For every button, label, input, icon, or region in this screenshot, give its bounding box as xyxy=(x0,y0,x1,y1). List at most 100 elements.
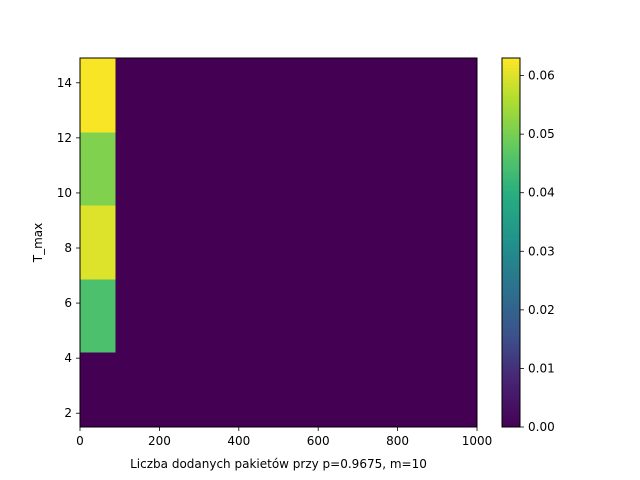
colorbar-segment xyxy=(502,131,520,136)
colorbar-tick-label: 0.00 xyxy=(528,420,555,434)
colorbar-segment xyxy=(502,199,520,204)
colorbar-segment xyxy=(502,331,520,336)
colorbar-tick-label: 0.05 xyxy=(528,127,555,141)
colorbar-segment xyxy=(502,168,520,173)
y-tick-label: 10 xyxy=(57,186,72,200)
colorbar-tick-label: 0.04 xyxy=(528,186,555,200)
colorbar-segment xyxy=(502,156,520,161)
colorbar-segment xyxy=(502,174,520,179)
colorbar-segment xyxy=(502,380,520,385)
colorbar-segment xyxy=(502,217,520,222)
colorbar-segment xyxy=(502,141,520,145)
colorbar-segment xyxy=(502,245,520,250)
colorbar-segment xyxy=(502,144,520,148)
colorbar-segment xyxy=(502,211,520,216)
colorbar-segment xyxy=(502,417,520,422)
colorbar-segment xyxy=(502,310,520,314)
colorbar-segment xyxy=(502,319,520,324)
colorbar-segment xyxy=(502,230,520,234)
colorbar-segment xyxy=(502,279,520,284)
heatmap-cell xyxy=(115,279,477,353)
colorbar-segment xyxy=(502,405,520,410)
x-axis-label: Liczba dodanych pakietów przy p=0.9675, … xyxy=(130,457,427,471)
colorbar-segment xyxy=(502,288,520,293)
y-tick-label: 2 xyxy=(64,406,72,420)
colorbar-segment xyxy=(502,122,520,127)
colorbar-segment xyxy=(502,239,520,244)
colorbar-segment xyxy=(502,64,520,68)
colorbar-segment xyxy=(502,128,520,133)
x-tick-label: 600 xyxy=(307,434,330,448)
colorbar-segment xyxy=(502,399,520,403)
colorbar-segment xyxy=(502,257,520,262)
colorbar-segment xyxy=(502,159,520,164)
colorbar-gradient xyxy=(502,58,520,428)
colorbar-segment xyxy=(502,97,520,102)
y-tick-label: 12 xyxy=(57,131,72,145)
colorbar-segment xyxy=(502,423,520,428)
y-axis-label: T_max xyxy=(31,223,45,263)
colorbar-segment xyxy=(502,411,520,416)
colorbar-segment xyxy=(502,374,520,379)
colorbar-segment xyxy=(502,233,520,237)
colorbar-tick-label: 0.03 xyxy=(528,244,555,258)
colorbar-segment xyxy=(502,254,520,259)
colorbar-segment xyxy=(502,107,520,111)
y-tick-label: 14 xyxy=(57,76,72,90)
colorbar-segment xyxy=(502,94,520,99)
colorbar-segment xyxy=(502,307,520,311)
colorbar-segment xyxy=(502,273,520,277)
colorbar-segment xyxy=(502,137,520,142)
y-tick-label: 4 xyxy=(64,351,72,365)
colorbar-segment xyxy=(502,322,520,327)
colorbar-segment xyxy=(502,420,520,425)
heatmap-cell xyxy=(80,352,116,427)
colorbar-segment xyxy=(502,134,520,139)
colorbar-segment xyxy=(502,116,520,121)
colorbar-segment xyxy=(502,181,520,185)
y-tick-label: 6 xyxy=(64,296,72,310)
heatmap-cells xyxy=(80,58,477,427)
colorbar-segment xyxy=(502,162,520,167)
heatmap-cell xyxy=(115,58,477,133)
colorbar-segment xyxy=(502,300,520,305)
colorbar-segment xyxy=(502,328,520,333)
colorbar-segment xyxy=(502,264,520,268)
plot-frame xyxy=(79,57,478,428)
colorbar-segment xyxy=(502,119,520,124)
colorbar-segment xyxy=(502,408,520,413)
colorbar-segment xyxy=(502,267,520,271)
colorbar-segment xyxy=(502,73,520,78)
colorbar-segment xyxy=(502,414,520,419)
colorbar-segment xyxy=(502,196,520,201)
colorbar-segment xyxy=(502,248,520,253)
colorbar-segment xyxy=(502,347,520,351)
colorbar-segment xyxy=(502,177,520,182)
colorbar-segment xyxy=(502,202,520,207)
colorbar-segment xyxy=(502,359,520,364)
heatmap-cell xyxy=(115,205,477,280)
heatmap-cell xyxy=(80,58,116,133)
colorbar-segment xyxy=(502,104,520,108)
colorbar-segment xyxy=(502,350,520,354)
colorbar-segment xyxy=(502,282,520,287)
colorbar-segment xyxy=(502,227,520,231)
colorbar-segment xyxy=(502,387,520,391)
colorbar-segment xyxy=(502,304,520,308)
colorbar-segment xyxy=(502,61,520,65)
colorbar-segment xyxy=(502,101,520,105)
x-tick-label: 400 xyxy=(227,434,250,448)
colorbar-frame xyxy=(501,57,521,428)
colorbar-segment xyxy=(502,402,520,407)
colorbar-axis: 0.00 0.01 0.02 0.03 0.04 0.05 0.06 xyxy=(520,69,555,434)
colorbar-segment xyxy=(502,294,520,299)
colorbar-segment xyxy=(502,340,520,345)
colorbar-segment xyxy=(502,79,520,84)
colorbar-segment xyxy=(502,82,520,87)
colorbar-segment xyxy=(502,88,520,93)
colorbar-segment xyxy=(502,337,520,342)
colorbar-segment xyxy=(502,313,520,317)
colorbar-segment xyxy=(502,193,520,197)
colorbar-segment xyxy=(502,285,520,290)
colorbar-segment xyxy=(502,297,520,302)
